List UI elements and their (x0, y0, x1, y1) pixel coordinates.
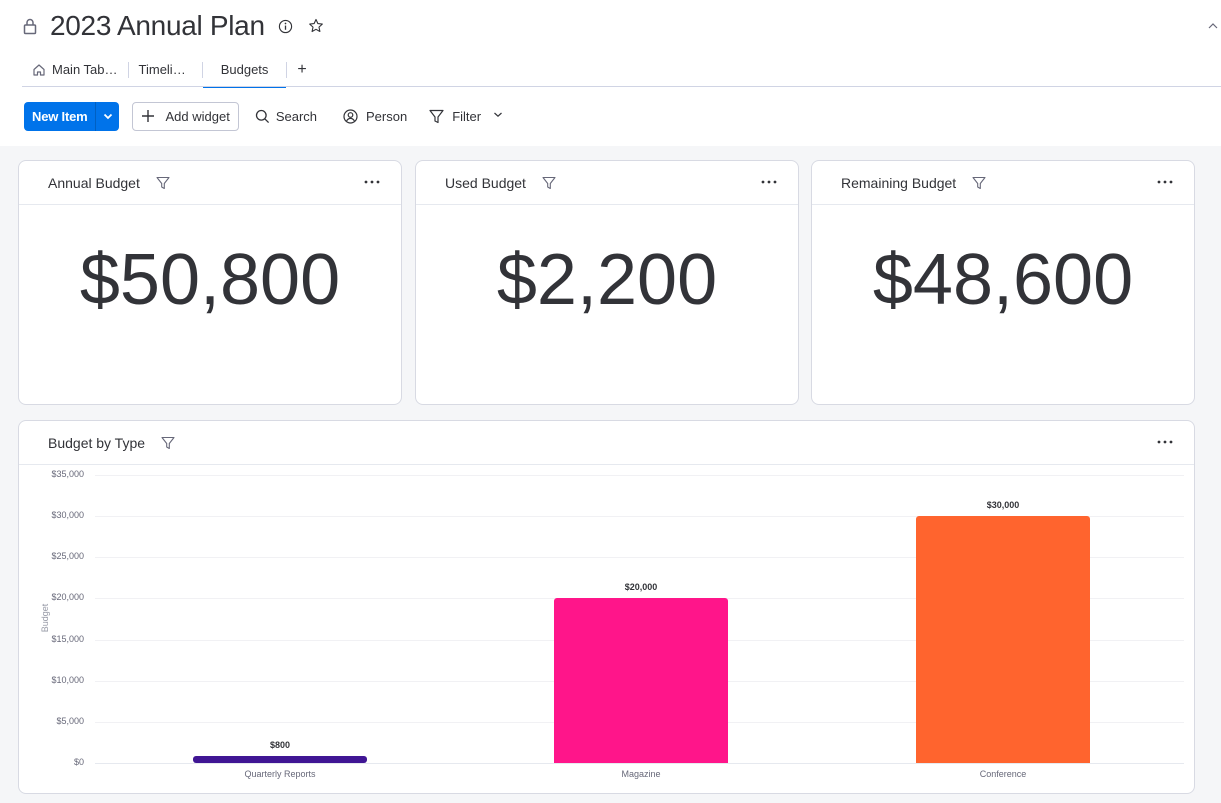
filter-label: Filter (452, 108, 482, 124)
plus-icon (141, 109, 155, 123)
new-item-button[interactable]: New Item (24, 101, 120, 131)
add-tab-button[interactable]: + (297, 60, 307, 78)
board-header: 2023 Annual Plan Main Tab… Timeli… Budge… (0, 0, 1221, 146)
filter-icon (429, 109, 444, 124)
tab-separator (201, 61, 203, 78)
bar-chart: Budget $35,000 $30,000 $25,000 $20,000 $15,0… (19, 465, 1194, 793)
filter-icon[interactable] (542, 176, 556, 190)
tabs-divider (22, 86, 1221, 87)
y-tick-label: $35,000 (51, 469, 84, 479)
add-widget-button[interactable]: Add widget (132, 101, 239, 131)
tab-label: Timeli… (138, 62, 186, 77)
widget-title[interactable]: Used Budget (445, 174, 526, 191)
y-tick-label: $30,000 (51, 510, 84, 521)
person-icon (343, 108, 358, 124)
board-tabs: Main Tab… Timeli… Budgets + (22, 52, 317, 88)
widget-header: Annual Budget (19, 161, 401, 205)
widget-annual-budget: Annual Budget $50,800 (18, 160, 402, 405)
widget-title[interactable]: Annual Budget (48, 174, 140, 191)
grid-line (95, 475, 1184, 476)
star-icon[interactable] (307, 17, 325, 35)
y-tick-label: $10,000 (51, 674, 84, 685)
x-tick-label: Quarterly Reports (244, 769, 316, 779)
bar-value-label: $30,000 (986, 500, 1020, 511)
tab-label: Budgets (220, 62, 269, 77)
y-tick-label: $20,000 (51, 592, 84, 603)
more-options-icon[interactable] (760, 175, 778, 189)
y-tick-label: $5,000 (56, 715, 84, 726)
widget-header: Budget by Type (19, 421, 1194, 465)
annual-budget-value: $50,800 (79, 240, 341, 320)
home-icon (32, 63, 46, 77)
more-options-icon[interactable] (363, 175, 381, 189)
widget-used-budget: Used Budget $2,200 (415, 160, 799, 405)
tab-separator (286, 61, 288, 78)
tab-label: Main Tab… (52, 62, 118, 77)
bar-magazine[interactable] (554, 598, 728, 763)
y-tick-label: $25,000 (51, 551, 84, 562)
y-tick-label: $0 (73, 757, 84, 767)
lock-icon (22, 16, 38, 36)
person-filter-button[interactable]: Person (343, 102, 407, 131)
person-label: Person (366, 108, 408, 124)
widget-budget-by-type: Budget by Type Budget $35,000 $30,000 $25,… (18, 420, 1195, 794)
remaining-budget-value: $48,600 (872, 240, 1134, 320)
dashboard-area: Annual Budget $50,800 Used Budget $2,200… (0, 146, 1221, 803)
x-tick-label: Magazine (621, 769, 661, 779)
tab-timeline[interactable]: Timeli… (129, 52, 196, 87)
y-tick-label: $15,000 (51, 633, 84, 644)
widget-title[interactable]: Budget by Type (48, 434, 146, 451)
filter-icon[interactable] (972, 176, 986, 190)
info-icon[interactable] (277, 17, 295, 35)
chevron-down-icon[interactable] (95, 101, 119, 131)
add-widget-label: Add widget (165, 108, 230, 124)
widget-remaining-budget: Remaining Budget $48,600 (811, 160, 1195, 405)
tab-budgets[interactable]: Budgets (202, 52, 287, 88)
widget-title[interactable]: Remaining Budget (841, 174, 957, 191)
grid-line (95, 516, 1184, 518)
chevron-down-icon[interactable] (493, 111, 503, 121)
search-label: Search (275, 108, 318, 124)
board-title[interactable]: 2023 Annual Plan (50, 10, 265, 41)
filter-icon[interactable] (156, 176, 170, 190)
tab-main-table[interactable]: Main Tab… (22, 52, 128, 87)
widget-header: Used Budget (416, 161, 798, 205)
y-axis-label: Budget (40, 603, 50, 633)
grid-line (95, 557, 1184, 559)
more-options-icon[interactable] (1156, 175, 1174, 189)
widget-header: Remaining Budget (812, 161, 1194, 205)
bar-value-label: $800 (269, 740, 291, 751)
filter-icon[interactable] (161, 436, 175, 450)
title-row: 2023 Annual Plan (22, 8, 325, 44)
x-axis-line (95, 763, 1184, 764)
used-budget-value: $2,200 (496, 240, 718, 320)
search-button[interactable]: Search (255, 102, 317, 131)
bar-value-label: $20,000 (624, 582, 658, 593)
more-options-icon[interactable] (1156, 435, 1174, 449)
board-toolbar: New Item Add widget Search Person (24, 101, 503, 131)
search-icon (255, 109, 270, 124)
bar-conference[interactable] (916, 516, 1090, 763)
collapse-header-icon[interactable] (1207, 20, 1219, 32)
bar-quarterly-reports[interactable] (193, 756, 367, 763)
filter-button[interactable]: Filter (429, 102, 503, 131)
x-tick-label: Conference (979, 769, 1027, 779)
tab-separator (127, 61, 129, 78)
new-item-label[interactable]: New Item (32, 108, 88, 124)
